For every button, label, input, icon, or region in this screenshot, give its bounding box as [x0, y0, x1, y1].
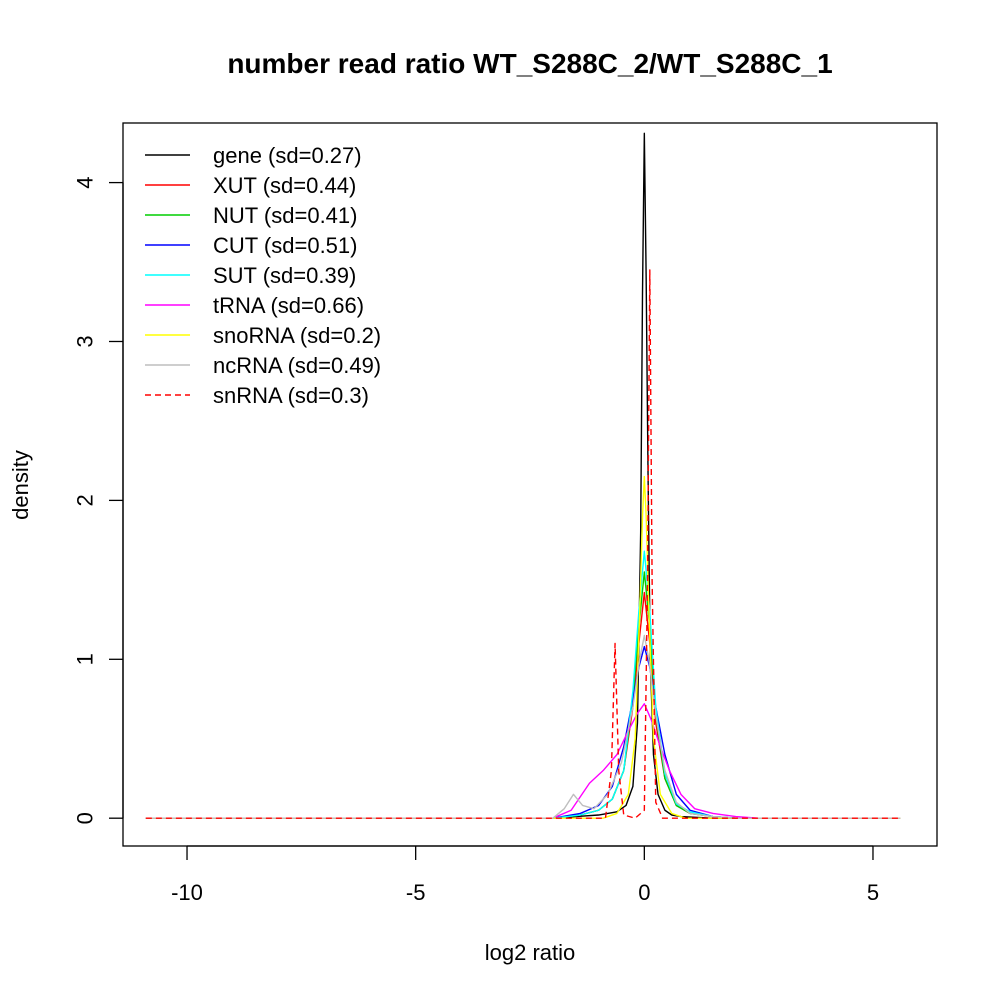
y-tick-label: 2: [73, 494, 98, 506]
series-line-4: [145, 550, 901, 819]
y-tick-label: 1: [73, 653, 98, 665]
chart-title: number read ratio WT_S288C_2/WT_S288C_1: [227, 48, 832, 79]
legend: gene (sd=0.27) XUT (sd=0.44) NUT (sd=0.41)…: [145, 143, 381, 408]
y-tick-label: 4: [73, 176, 98, 188]
series-line-6: [145, 475, 901, 819]
y-axis: 0 1 2 3 4: [73, 176, 124, 824]
plot-lines: [145, 132, 901, 819]
legend-label: tRNA (sd=0.66): [213, 293, 364, 318]
legend-label: snoRNA (sd=0.2): [213, 323, 381, 348]
legend-label: snRNA (sd=0.3): [213, 383, 369, 408]
y-tick-label: 0: [73, 812, 98, 824]
x-axis: -10 -5 0 5: [171, 845, 879, 905]
x-tick-label: 5: [867, 880, 879, 905]
x-tick-label: -5: [406, 880, 426, 905]
y-tick-label: 3: [73, 335, 98, 347]
series-line-8: [145, 269, 901, 819]
series-line-7: [145, 634, 901, 819]
y-axis-label: density: [8, 450, 33, 520]
legend-label: ncRNA (sd=0.49): [213, 353, 381, 378]
x-axis-label: log2 ratio: [485, 940, 576, 965]
x-tick-label: -10: [171, 880, 203, 905]
legend-label: gene (sd=0.27): [213, 143, 362, 168]
x-tick-label: 0: [638, 880, 650, 905]
series-line-5: [145, 703, 901, 819]
legend-label: XUT (sd=0.44): [213, 173, 356, 198]
legend-label: CUT (sd=0.51): [213, 233, 357, 258]
legend-label: NUT (sd=0.41): [213, 203, 357, 228]
series-line-0: [145, 132, 901, 819]
legend-label: SUT (sd=0.39): [213, 263, 356, 288]
